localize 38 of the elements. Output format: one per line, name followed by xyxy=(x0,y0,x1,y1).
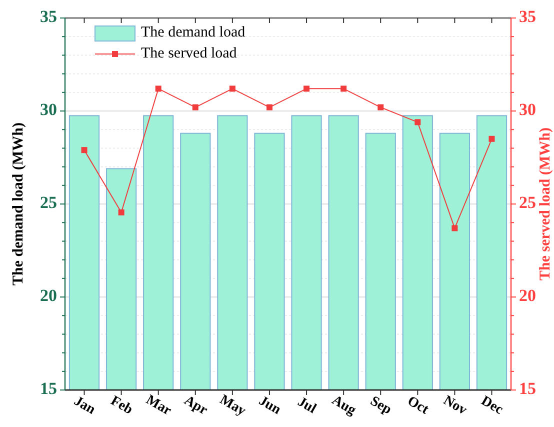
x-tick-label: Oct xyxy=(404,394,432,418)
point xyxy=(192,104,198,110)
y-tick-label: 35 xyxy=(40,6,57,26)
point xyxy=(414,119,421,126)
y-tick-label: 20 xyxy=(40,286,57,305)
point xyxy=(304,86,310,92)
x-tick-label: Jan xyxy=(71,394,98,418)
x-tick-label: Nov xyxy=(440,393,470,418)
x-tick-label: May xyxy=(217,392,248,420)
point xyxy=(378,104,384,110)
point xyxy=(452,225,458,232)
point xyxy=(488,136,495,142)
point xyxy=(118,209,124,216)
y2-tick-label: 35 xyxy=(519,6,536,26)
x-tick-label: Jul xyxy=(294,394,319,417)
x-tick-label: Sep xyxy=(368,394,394,418)
point xyxy=(155,86,162,92)
legend-label: The served load xyxy=(141,45,238,62)
y2-tick-label: 15 xyxy=(519,378,536,398)
y-axis-title: The demand load (MWh) xyxy=(10,122,26,286)
y2-tick-label: 20 xyxy=(519,286,536,305)
x-tick-label: Jun xyxy=(256,394,284,418)
legend-label: The demand load xyxy=(141,24,246,40)
y2-axis-title: The served load (MWh) xyxy=(537,128,554,280)
point xyxy=(81,147,88,154)
y2-tick-label: 30 xyxy=(519,100,536,119)
y-tick-label: 15 xyxy=(40,378,57,398)
x-tick-label: Feb xyxy=(108,394,136,418)
y-tick-label: 25 xyxy=(40,192,57,212)
x-tick-label: Mar xyxy=(143,392,174,419)
point xyxy=(229,86,236,92)
x-tick-label: Aug xyxy=(329,393,358,418)
x-tick-label: Dec xyxy=(478,394,506,418)
y2-tick-label: 25 xyxy=(519,192,536,212)
y-tick-label: 30 xyxy=(40,100,57,119)
x-tick-label: Apr xyxy=(181,393,210,418)
point xyxy=(266,104,272,110)
point xyxy=(340,86,347,92)
